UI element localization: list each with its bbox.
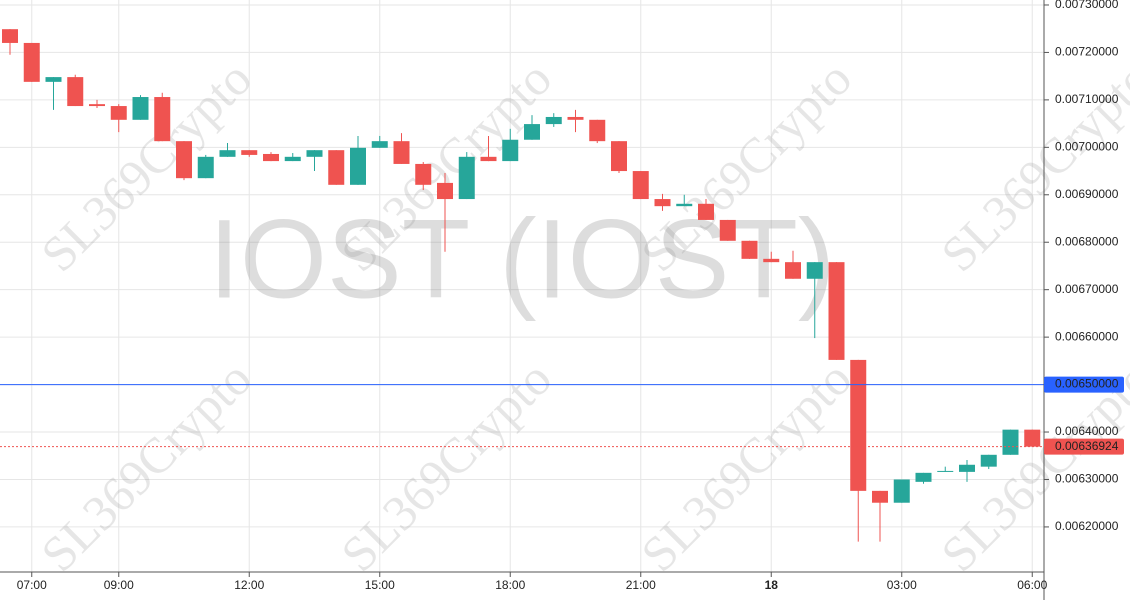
candle-body: [284, 156, 301, 162]
candle-body: [567, 116, 584, 120]
candle-body: [219, 150, 236, 157]
candle-body: [850, 359, 867, 491]
candle-body: [676, 203, 693, 207]
candle-body: [828, 262, 845, 360]
y-tick-label: 0.00640000: [1055, 424, 1119, 438]
grid: [0, 0, 1044, 572]
candle-body: [719, 219, 736, 241]
candle-body: [480, 156, 497, 162]
y-tick-label: 0.00700000: [1055, 140, 1119, 154]
candle-body: [458, 156, 475, 200]
y-tick-label: 0.00710000: [1055, 92, 1119, 106]
y-tick-label: 0.00670000: [1055, 282, 1119, 296]
y-tick-label: 0.00630000: [1055, 472, 1119, 486]
candle-body: [176, 141, 192, 179]
candle-body: [502, 139, 519, 162]
candle-body: [654, 199, 671, 207]
candle-body: [393, 141, 410, 164]
candle-body: [785, 262, 801, 279]
candle-body: [741, 240, 758, 259]
x-tick-label: 21:00: [626, 578, 656, 592]
y-tick-label: 0.00660000: [1055, 329, 1119, 343]
candle-body: [915, 472, 932, 482]
candle-body: [1002, 429, 1019, 455]
candle-body: [241, 150, 258, 155]
price-label-bg: [1044, 438, 1124, 455]
y-tick-label: 0.00620000: [1055, 519, 1119, 533]
candle-body: [132, 97, 149, 120]
candle-body: [197, 156, 214, 179]
candle-body: [937, 470, 954, 472]
candle-body: [980, 454, 997, 467]
candle-body: [545, 116, 562, 125]
y-tick-label: 0.00720000: [1055, 45, 1119, 59]
axes: 0.00620000 0.00630000 0.00640000 0.00650000…: [17, 0, 1124, 592]
price-label-bg: [1044, 376, 1124, 393]
candle-body: [263, 153, 279, 162]
candle-body: [959, 464, 975, 472]
x-tick-label: 03:00: [887, 578, 917, 592]
x-tick-label: 12:00: [234, 578, 264, 592]
candle-body: [806, 262, 823, 279]
y-tick-label: 0.00730000: [1055, 0, 1119, 11]
candle-body: [611, 141, 627, 172]
candle-body: [893, 479, 910, 503]
price-label: 0.00650000: [1055, 377, 1119, 391]
candle-body: [67, 77, 84, 107]
candle-body: [110, 106, 127, 120]
candle-body: [350, 147, 366, 185]
candle-body: [45, 77, 62, 82]
candle-body: [371, 141, 388, 148]
candle-body: [2, 29, 18, 43]
candle-body: [328, 150, 345, 185]
plot: [0, 29, 1044, 542]
x-tick-label: 15:00: [365, 578, 395, 592]
candle-body: [1024, 429, 1041, 447]
price-label: 0.00636924: [1055, 439, 1119, 453]
x-tick-label: 09:00: [104, 578, 134, 592]
candle-body: [437, 182, 453, 200]
candle-body: [763, 258, 780, 263]
candle-body: [154, 97, 171, 142]
x-tick-label: 06:00: [1017, 578, 1047, 592]
candle-body: [306, 150, 323, 157]
x-tick-label: 07:00: [17, 578, 47, 592]
candle-body: [415, 163, 432, 185]
candle-body: [698, 203, 714, 220]
x-tick-label: 18: [765, 578, 779, 592]
candle-body: [872, 490, 888, 503]
candle-body: [89, 104, 105, 107]
y-tick-label: 0.00680000: [1055, 234, 1119, 248]
y-tick-label: 0.00690000: [1055, 187, 1119, 201]
candle-body: [632, 171, 649, 200]
x-tick-label: 18:00: [495, 578, 525, 592]
candle-body: [23, 42, 40, 82]
symbol-watermark: IOST (IOST): [209, 197, 835, 322]
candle-body: [589, 119, 606, 142]
candle-body: [524, 124, 540, 140]
